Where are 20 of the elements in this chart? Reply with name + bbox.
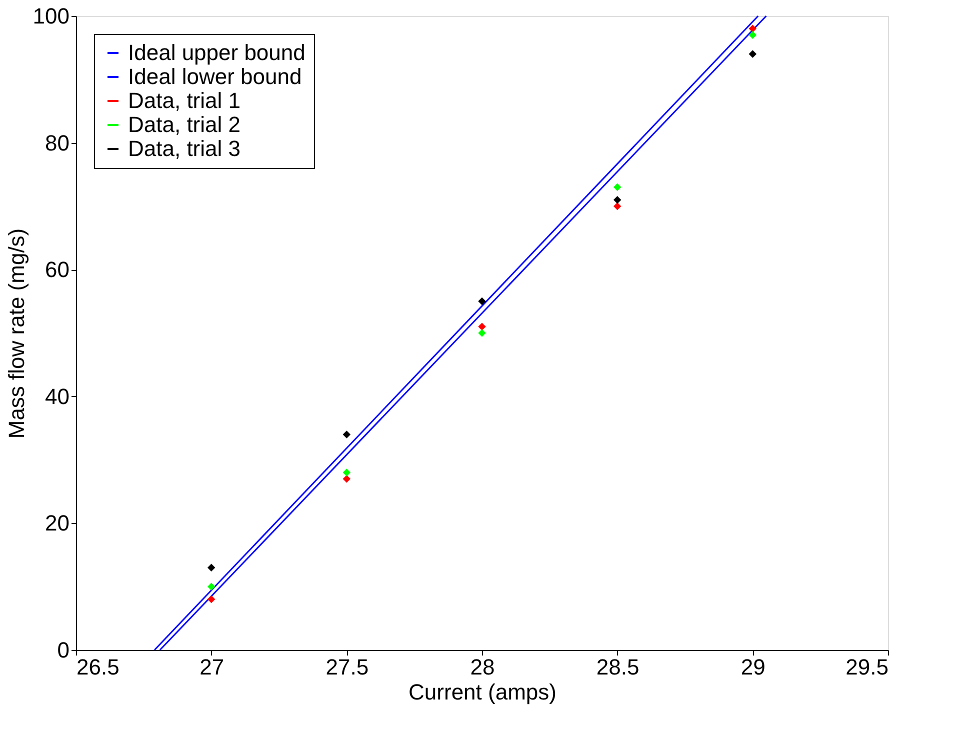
- legend-label: Ideal lower bound: [128, 64, 302, 89]
- y-tick-label: 20: [45, 510, 70, 536]
- x-tick-label: 26.5: [76, 654, 120, 680]
- x-tick-label: 28: [470, 654, 495, 680]
- x-tick-label: 29: [740, 654, 766, 680]
- x-tick-label: 28.5: [596, 654, 640, 680]
- y-tick-label: 0: [57, 638, 70, 662]
- x-tick-label: 27: [200, 654, 224, 680]
- y-tick-label: 100: [32, 4, 70, 28]
- y-tick-label: 60: [45, 257, 70, 282]
- legend-label: Data, trial 3: [128, 136, 240, 161]
- legend-label: Data, trial 1: [128, 88, 240, 113]
- x-tick-label: 27.5: [326, 654, 369, 680]
- legend-label: Data, trial 2: [128, 112, 240, 137]
- legend-label: Ideal upper bound: [128, 40, 306, 65]
- y-tick-label: 40: [45, 384, 70, 409]
- y-axis-title: Mass flow rate (mg/s): [4, 228, 29, 439]
- x-axis-title: Current (amps): [408, 680, 556, 704]
- x-tick-label: 29.5: [846, 654, 888, 680]
- y-tick-label: 80: [45, 130, 70, 156]
